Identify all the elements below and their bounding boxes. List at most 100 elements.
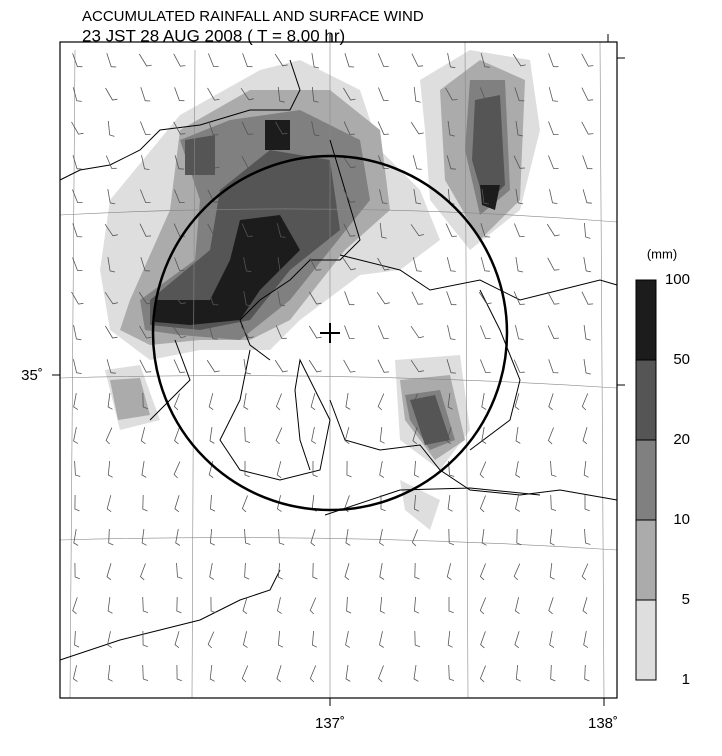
wind-barb <box>310 529 316 547</box>
wind-barb <box>73 325 82 341</box>
wind-barb <box>480 53 490 68</box>
wind-barb <box>141 461 147 478</box>
radar-range-circle <box>151 154 509 512</box>
wind-barb <box>241 189 254 203</box>
wind-barb <box>105 155 117 169</box>
wind-barb <box>582 427 588 445</box>
wind-barb <box>583 359 591 375</box>
wind-barb <box>176 562 183 579</box>
wind-barb <box>447 53 456 69</box>
wind-barb <box>414 630 421 648</box>
wind-barb <box>410 224 424 237</box>
wind-barb <box>107 597 113 614</box>
wind-barb <box>73 393 79 410</box>
wind-barb <box>240 87 254 101</box>
wind-barb <box>244 461 250 478</box>
legend-level: 5 <box>682 591 690 608</box>
wind-barb <box>413 596 420 614</box>
wind-barb <box>379 222 387 239</box>
wind-barb <box>309 291 322 305</box>
wind-barb <box>73 359 82 374</box>
wind-barb <box>141 155 150 170</box>
wind-barb <box>72 223 83 238</box>
wind-barb <box>174 155 184 170</box>
wind-barb <box>377 155 389 169</box>
wind-barb <box>479 121 492 135</box>
radar-site <box>320 323 340 343</box>
wind-barb <box>446 155 456 170</box>
wind-barb <box>479 495 486 513</box>
wind-barb <box>376 291 390 305</box>
wind-barb <box>582 155 593 170</box>
wind-barb <box>142 494 148 512</box>
wind-barb <box>515 189 524 205</box>
wind-barb <box>343 87 356 101</box>
wind-barb <box>515 461 521 478</box>
wind-barb <box>72 189 83 203</box>
wind-barb <box>108 528 114 546</box>
wind-barb <box>515 427 521 444</box>
wind-barb <box>547 325 559 339</box>
wind-barb <box>73 427 79 444</box>
wind-barb <box>412 427 418 445</box>
wind-barb <box>172 291 186 305</box>
wind-barb <box>275 393 282 411</box>
wind-barb <box>140 257 151 272</box>
wind-barb <box>105 427 113 445</box>
wind-barb <box>581 393 589 411</box>
wind-barb <box>546 223 560 237</box>
wind-barb <box>107 664 113 682</box>
legend-level: 10 <box>673 511 690 528</box>
wind-barb <box>479 597 487 615</box>
legend-level: 1 <box>682 671 690 688</box>
wind-barb <box>309 189 322 203</box>
wind-barb <box>142 596 149 613</box>
map-frame <box>59 41 618 699</box>
wind-barb <box>410 325 424 339</box>
wind-barb <box>479 87 491 101</box>
lon-label: 137˚ <box>315 715 345 732</box>
wind-barb <box>72 53 83 68</box>
wind-barb <box>173 121 186 135</box>
rain-50 <box>155 120 500 325</box>
wind-barb <box>548 53 559 68</box>
wind-barb <box>210 596 216 614</box>
wind-barb <box>479 461 487 479</box>
frame-ticks <box>52 34 625 706</box>
wind-barb <box>244 426 251 443</box>
wind-barb <box>74 630 80 648</box>
wind-barb <box>448 528 455 546</box>
wind-barb <box>345 631 351 648</box>
wind-barb <box>74 460 81 477</box>
wind-barb <box>141 529 147 546</box>
wind-barb <box>548 359 559 374</box>
wind-barb <box>550 494 557 511</box>
wind-barb <box>379 631 384 648</box>
wind-barb <box>514 393 520 411</box>
wind-barb <box>207 189 220 203</box>
wind-barb <box>346 460 352 478</box>
wind-barb <box>412 257 422 272</box>
legend-level: 50 <box>673 351 690 368</box>
wind-barb <box>208 325 219 340</box>
wind-barb <box>207 223 220 237</box>
wind-barb <box>515 121 523 137</box>
wind-barb <box>210 494 216 512</box>
wind-barb <box>479 563 486 581</box>
wind-barb <box>342 257 356 271</box>
legend-swatch <box>635 439 657 521</box>
wind-barb <box>346 596 352 614</box>
wind-barb <box>549 189 558 204</box>
wind-barb <box>515 257 524 273</box>
wind-barb <box>380 495 386 512</box>
wind-barb <box>516 528 522 546</box>
wind-barb <box>243 393 249 410</box>
wind-barb <box>413 189 422 205</box>
wind-barb <box>142 664 149 681</box>
wind-barb <box>308 155 322 169</box>
wind-barb <box>309 597 317 615</box>
legend-swatch <box>635 279 657 361</box>
wind-barb <box>378 87 389 101</box>
wind-barb <box>309 257 322 271</box>
wind-barb <box>138 291 152 305</box>
